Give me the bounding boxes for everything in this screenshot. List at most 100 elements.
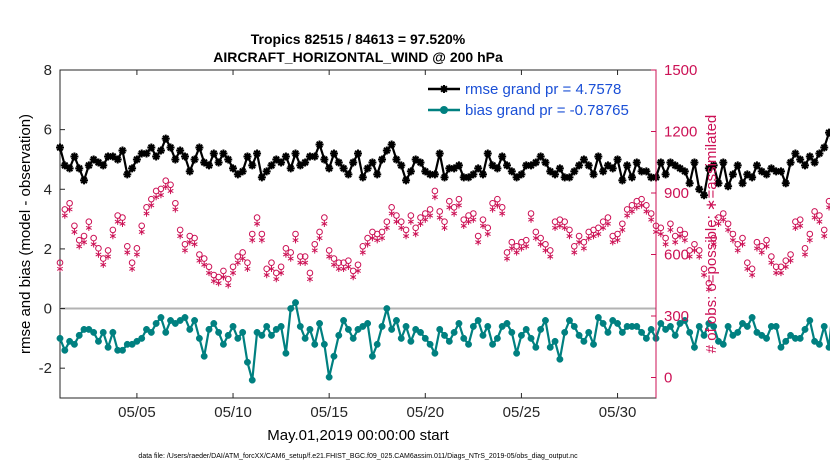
obs-possible-point [575, 232, 583, 240]
bias-point [205, 325, 213, 333]
rmse-point [700, 191, 709, 200]
series-possible [56, 177, 830, 287]
obs-assimilated-point [124, 249, 131, 256]
bias-point [604, 328, 612, 336]
obs-assimilated-point [518, 245, 525, 252]
obs-possible-point [734, 240, 742, 248]
obs-assimilated-point [576, 239, 583, 246]
obs-assimilated-point [157, 191, 164, 199]
bias-point [642, 334, 650, 342]
obs-possible-point [787, 251, 794, 258]
obs-assimilated-point [566, 232, 573, 240]
rmse-point [176, 146, 185, 155]
obs-possible-point [441, 218, 448, 225]
obs-assimilated-point [672, 239, 679, 246]
x-tick-label: 05/25 [503, 404, 541, 421]
rmse-point [373, 170, 382, 179]
obs-possible-point [691, 240, 698, 248]
legend-rmse-label: rmse grand pr = 4.7578 [465, 81, 621, 98]
rmse-point [584, 161, 593, 170]
obs-assimilated-point [532, 234, 539, 242]
rmse-point [772, 167, 781, 176]
rmse-point [815, 149, 824, 158]
rmse-point [349, 158, 358, 167]
rmse-point [99, 161, 108, 170]
y-right-tick-label: 900 [664, 185, 689, 202]
obs-assimilated-point [773, 269, 780, 277]
rmse-point [190, 155, 199, 164]
bias-point [647, 325, 655, 333]
bias-point [700, 331, 708, 339]
obs-assimilated-point [801, 251, 809, 258]
obs-assimilated-point [821, 232, 828, 240]
obs-assimilated-point [249, 236, 256, 244]
obs-possible-point [768, 253, 775, 260]
rmse-point [450, 164, 459, 173]
obs-possible-point [181, 240, 189, 248]
bias-point [119, 346, 126, 354]
obs-assimilated-point [758, 249, 765, 256]
bias-point [90, 328, 98, 336]
rmse-point [714, 179, 723, 188]
rmse-point [733, 161, 742, 170]
obs-assimilated-point [359, 249, 366, 256]
rmse-point [527, 161, 536, 170]
rmse-point [142, 149, 151, 158]
obs-assimilated-point [508, 245, 515, 252]
obs-assimilated-point [604, 220, 611, 227]
obs-possible-point [258, 230, 266, 238]
obs-assimilated-point [816, 218, 823, 225]
obs-assimilated-point [148, 202, 155, 209]
obs-assimilated-point [499, 210, 506, 217]
bias-point [191, 317, 199, 324]
bias-point [349, 334, 357, 342]
obs-possible-point [508, 238, 516, 246]
rmse-point [329, 149, 338, 158]
rmse-point [243, 152, 252, 161]
bias-point [335, 331, 343, 339]
obs-assimilated-point [109, 232, 116, 240]
legend-rmse-marker [440, 85, 448, 93]
rmse-point [796, 155, 805, 164]
obs-assimilated-point [268, 265, 275, 273]
obs-assimilated-point [513, 249, 520, 256]
obs-possible-point [753, 238, 761, 246]
obs-possible-point [647, 210, 655, 217]
y-left-tick-label: -2 [39, 360, 52, 377]
rmse-point [551, 170, 560, 179]
rmse-point [748, 173, 757, 182]
bias-point [378, 322, 386, 330]
obs-assimilated-point [306, 275, 313, 283]
rmse-point [805, 152, 814, 161]
obs-possible-point [782, 257, 790, 264]
rmse-point [104, 152, 113, 161]
obs-assimilated-point [787, 257, 794, 264]
rmse-point [454, 161, 463, 170]
obs-assimilated-point [239, 255, 246, 262]
bias-point [666, 322, 674, 330]
bias-point [743, 322, 751, 330]
rmse-point [305, 152, 314, 161]
obs-possible-point [811, 208, 818, 215]
obs-possible-point [820, 226, 828, 234]
bias-point [614, 320, 621, 327]
rmse-point [262, 167, 271, 176]
bias-point [734, 328, 742, 336]
obs-possible-point [667, 220, 674, 228]
obs-assimilated-point [494, 202, 501, 209]
obs-assimilated-point [590, 232, 597, 240]
obs-assimilated-point [470, 216, 477, 223]
obs-assimilated-point [354, 267, 362, 275]
obs-assimilated-point [316, 234, 323, 242]
obs-assimilated-point [210, 277, 217, 285]
obs-assimilated-point [263, 271, 270, 279]
obs-possible-point [619, 220, 626, 228]
obs-assimilated-point [600, 224, 607, 232]
obs-assimilated-point [220, 273, 227, 281]
rmse-point [589, 170, 598, 179]
obs-possible-point [806, 230, 814, 238]
rmse-point [680, 167, 689, 176]
bias-point [215, 328, 223, 336]
obs-possible-point [657, 224, 665, 232]
obs-possible-point [123, 243, 131, 250]
